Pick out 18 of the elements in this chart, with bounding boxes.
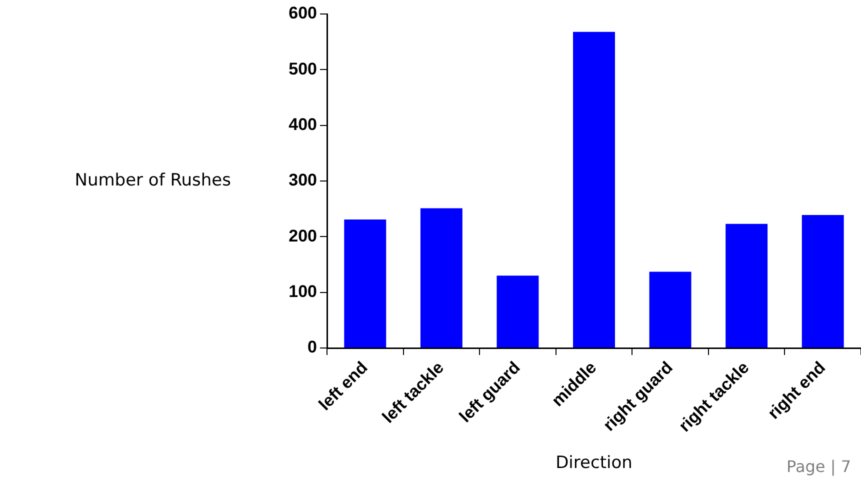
bar — [344, 219, 386, 348]
y-axis-title: Number of Rushes — [74, 170, 232, 190]
y-tick-label: 200 — [288, 226, 317, 246]
y-tick-label: 600 — [288, 4, 317, 23]
y-tick-label: 300 — [288, 170, 317, 190]
bar — [802, 214, 844, 348]
y-tick-label: 100 — [288, 282, 317, 302]
y-tick-label: 500 — [288, 59, 317, 78]
text: Page | 7 — [786, 457, 851, 476]
x-axis-title: Direction — [556, 453, 632, 474]
bar — [649, 272, 692, 348]
y-tick-label: 0 — [308, 338, 317, 357]
bar — [573, 32, 615, 348]
x-tick-label: left end — [315, 358, 372, 414]
bar — [496, 276, 539, 348]
bar — [726, 224, 768, 348]
y-tick-label: 400 — [288, 115, 317, 134]
bar — [420, 208, 462, 348]
